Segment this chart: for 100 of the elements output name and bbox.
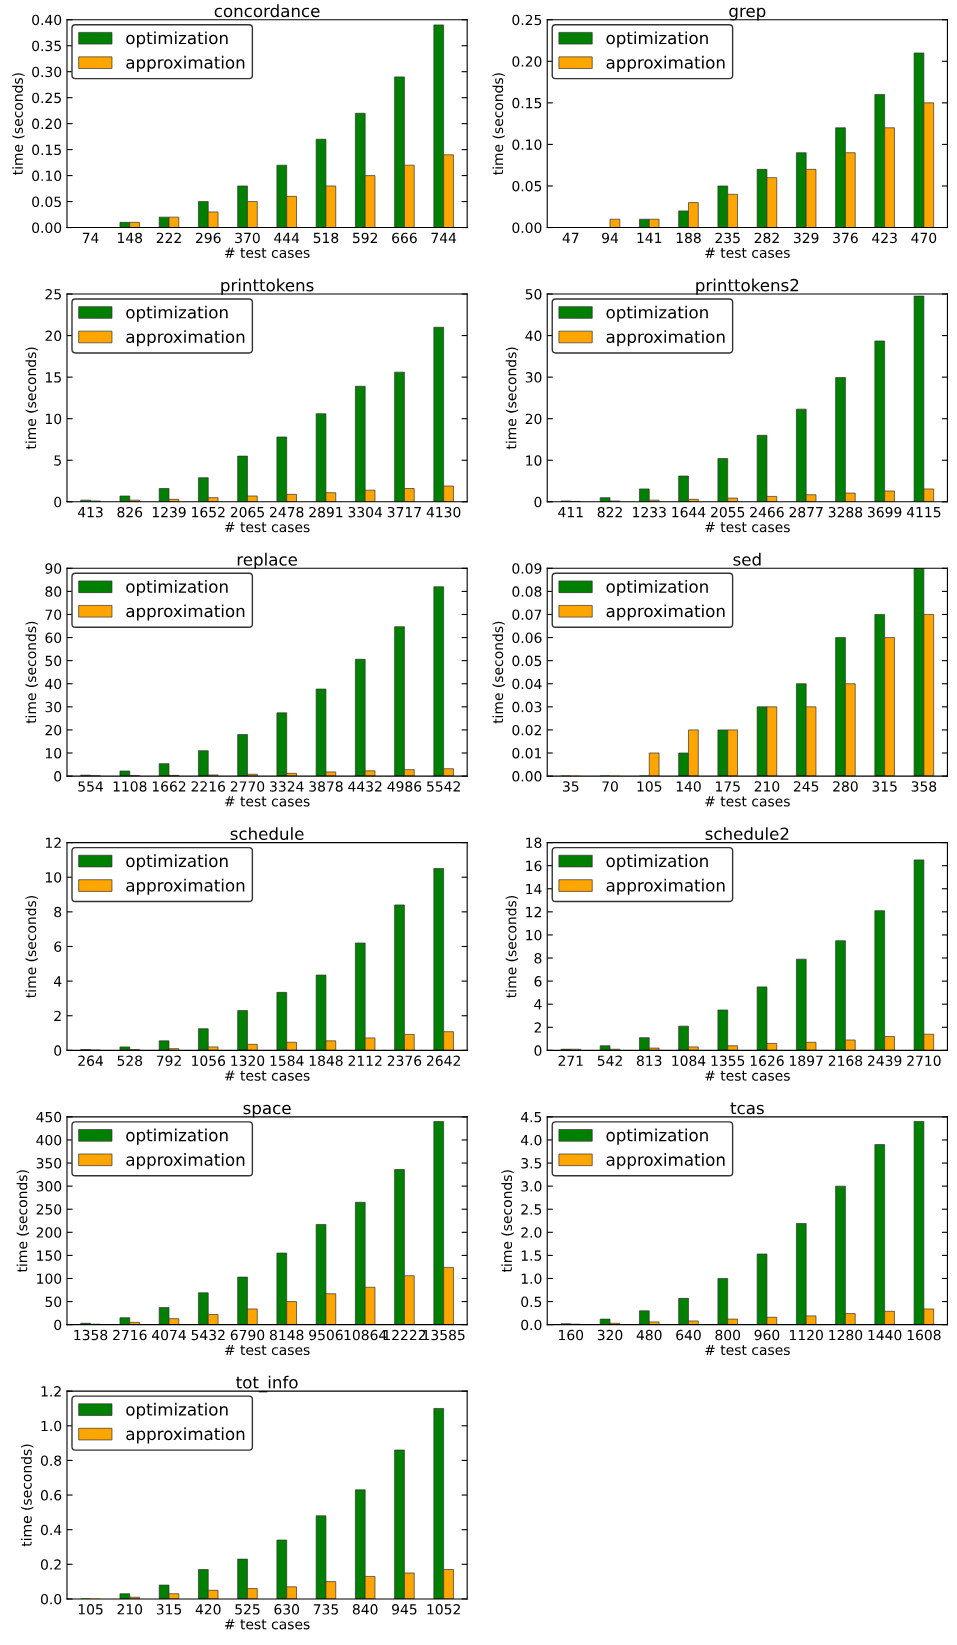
x-tick-label: 3288 (828, 506, 863, 518)
y-tick-label: 1.0 (41, 1420, 62, 1432)
x-tick-label: 13585 (423, 1329, 465, 1341)
legend-label: optimization (126, 579, 228, 597)
x-tick-label: 105 (637, 781, 662, 792)
y-tick-label: 0.15 (512, 97, 542, 109)
legend-label: approximation (606, 604, 725, 621)
x-tick-label: 2891 (309, 506, 343, 518)
x-tick-label: 210 (754, 781, 780, 792)
x-tick-label: 1056 (192, 1055, 226, 1066)
x-tick-label: 840 (352, 1604, 378, 1615)
x-tick-label: 1626 (750, 1055, 784, 1066)
x-tick-label: 280 (833, 781, 858, 792)
x-axis-title: # test cases (705, 796, 790, 807)
x-tick-label: 35 (562, 781, 579, 792)
y-axis-title: time (seconds) (16, 1170, 30, 1273)
y-tick-label: 0.2 (40, 1559, 61, 1570)
y-tick-label: 40 (45, 678, 62, 690)
y-tick-label: 6 (534, 976, 542, 987)
x-tick-label: 376 (833, 232, 858, 244)
x-tick-label: 800 (715, 1329, 741, 1341)
x-tick-label: 2065 (230, 506, 264, 518)
x-tick-label: 1320 (231, 1055, 265, 1066)
y-tick-label: 400 (36, 1134, 62, 1146)
y-tick-label: 16 (526, 860, 542, 872)
x-tick-label: 960 (754, 1329, 780, 1341)
legend-label: approximation (606, 330, 725, 347)
chart-title: tcas (730, 1102, 764, 1115)
x-tick-label: 2466 (750, 506, 784, 518)
y-tick-label: 20 (525, 413, 542, 425)
x-tick-label: 792 (156, 1055, 181, 1066)
x-tick-label: 1355 (711, 1055, 745, 1066)
x-tick-label: 518 (313, 232, 339, 244)
legend-label: optimization (126, 1128, 228, 1145)
y-tick-label: 4 (534, 999, 542, 1010)
y-tick-label: 0.20 (32, 118, 62, 130)
y-axis-title: time (seconds) (12, 73, 25, 175)
y-tick-label: 50 (45, 1296, 62, 1308)
x-tick-label: 525 (235, 1604, 260, 1615)
y-tick-label: 8 (54, 906, 62, 918)
x-tick-label: 8148 (269, 1329, 304, 1341)
legend-label: approximation (126, 878, 245, 895)
y-tick-label: 0.35 (32, 40, 61, 52)
x-tick-label: 3304 (348, 506, 383, 518)
legend-label: approximation (606, 878, 725, 895)
x-tick-label: 420 (195, 1604, 221, 1615)
y-tick-label: 1.2 (41, 1386, 61, 1397)
y-tick-label: 10 (526, 455, 542, 466)
x-tick-label: 1239 (152, 506, 186, 518)
y-tick-label: 20 (45, 724, 62, 736)
y-tick-label: 300 (36, 1181, 62, 1192)
y-tick-label: 0 (54, 771, 62, 782)
x-tick-label: 1897 (790, 1055, 823, 1066)
legend-label: approximation (606, 55, 725, 72)
y-tick-label: 2 (534, 1022, 541, 1033)
y-tick-label: 3.5 (521, 1158, 542, 1169)
x-tick-label: 1052 (427, 1604, 460, 1615)
x-tick-label: 2877 (789, 506, 823, 518)
y-tick-label: 0.4 (40, 1524, 62, 1536)
x-tick-label: 470 (911, 232, 937, 244)
x-tick-label: 4986 (387, 781, 422, 792)
x-tick-label: 2478 (270, 506, 304, 518)
x-tick-label: 480 (636, 1329, 662, 1341)
x-tick-label: 358 (911, 781, 937, 792)
x-tick-label: 1440 (868, 1329, 902, 1341)
x-tick-label: 1233 (633, 506, 666, 518)
y-tick-label: 100 (37, 1273, 62, 1284)
x-axis-title: # test cases (225, 796, 310, 807)
y-tick-label: 0.07 (512, 609, 542, 620)
x-tick-label: 10864 (344, 1329, 387, 1341)
x-tick-label: 2376 (387, 1055, 422, 1066)
x-tick-label: 744 (431, 232, 457, 243)
y-tick-label: 4 (53, 976, 62, 987)
x-tick-label: 47 (562, 232, 579, 243)
x-tick-label: 74 (82, 232, 99, 243)
x-tick-label: 826 (117, 506, 143, 518)
x-tick-label: 813 (636, 1055, 662, 1066)
y-tick-label: 0.15 (32, 144, 61, 156)
x-tick-label: 70 (602, 781, 618, 792)
x-axis-title: # test cases (705, 1070, 790, 1081)
x-axis-title: # test cases (225, 522, 310, 533)
chart-title: printtokens (221, 278, 314, 295)
legend-label: approximation (126, 55, 245, 72)
y-tick-label: 6 (54, 941, 62, 952)
legend-label: optimization (126, 1402, 228, 1419)
x-tick-label: 666 (392, 232, 417, 244)
y-tick-label: 2.0 (521, 1227, 542, 1238)
x-tick-label: 2642 (426, 1055, 460, 1066)
x-tick-label: 188 (676, 232, 701, 244)
x-tick-label: 245 (793, 781, 819, 792)
x-tick-label: 271 (558, 1055, 583, 1066)
x-axis-title: # test cases (705, 247, 790, 258)
y-tick-label: 10 (526, 929, 542, 941)
y-tick-label: 0 (54, 1045, 62, 1056)
x-tick-label: 315 (872, 781, 897, 792)
y-tick-label: 0.25 (512, 14, 542, 26)
y-tick-label: 0.05 (512, 180, 542, 192)
legend-label: optimization (606, 579, 708, 597)
x-tick-label: 2716 (113, 1329, 147, 1341)
x-tick-label: 945 (392, 1604, 417, 1615)
